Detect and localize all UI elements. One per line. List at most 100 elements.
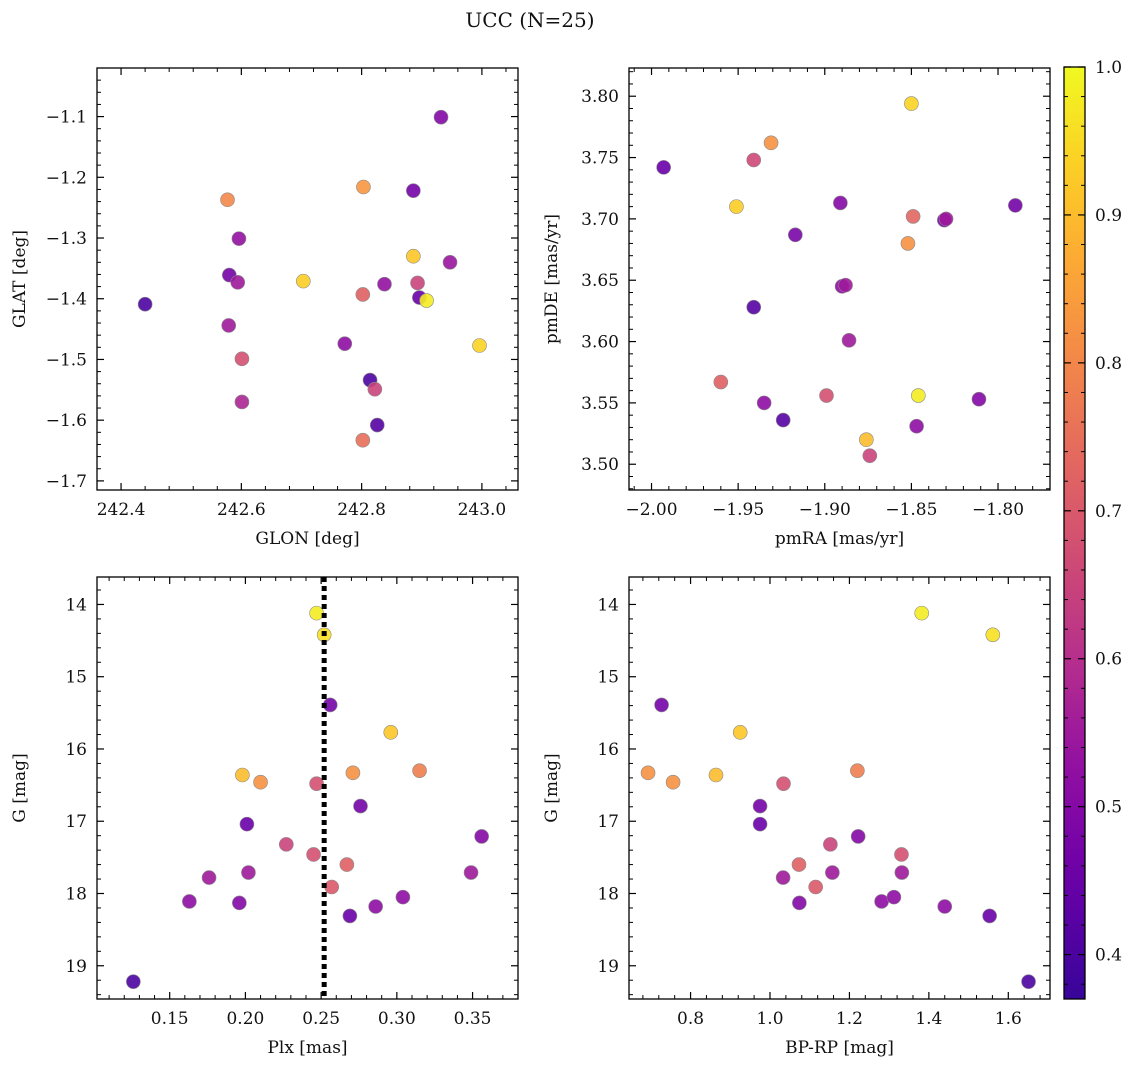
x-tick-label: 1.0	[756, 1009, 783, 1029]
x-tick-label: 0.15	[151, 1009, 189, 1029]
y-tick-label: −1.2	[46, 168, 87, 188]
data-point	[472, 338, 487, 353]
y-tick-label: 16	[597, 740, 619, 760]
y-tick-label: 16	[65, 740, 87, 760]
data-point	[775, 412, 791, 428]
data-point	[886, 889, 902, 905]
x-tick-label: 1.6	[995, 1009, 1022, 1029]
data-point	[862, 448, 878, 463]
data-point	[859, 432, 874, 448]
y-tick-label: 15	[597, 668, 619, 688]
data-point	[911, 388, 926, 403]
data-point	[337, 336, 353, 351]
data-point	[278, 837, 294, 852]
data-point	[752, 816, 768, 832]
data-point	[306, 847, 321, 862]
x-tick-label: 243.0	[458, 500, 507, 520]
y-tick-label: 18	[597, 885, 619, 905]
x-tick-label: 1.2	[836, 1009, 863, 1029]
data-point	[841, 333, 857, 348]
y-axis-label: pmDE [mas/yr]	[542, 214, 562, 344]
data-point	[230, 275, 246, 290]
data-point	[819, 388, 834, 403]
data-point	[342, 908, 358, 924]
data-point	[383, 725, 399, 740]
data-point	[367, 381, 383, 397]
data-point	[182, 894, 197, 909]
axes-frame	[96, 576, 519, 1000]
data-point	[729, 199, 744, 214]
x-tick-label: 1.4	[915, 1009, 942, 1029]
data-point	[419, 293, 434, 308]
x-axis-label: BP-RP [mag]	[785, 1038, 894, 1058]
data-point	[823, 837, 838, 852]
data-point	[406, 248, 421, 264]
data-point	[971, 391, 987, 407]
x-tick-label: 242.8	[337, 500, 386, 520]
x-tick-label: −1.90	[799, 500, 851, 520]
data-point	[825, 865, 840, 880]
y-axis-label: GLAT [deg]	[10, 230, 30, 328]
data-point	[905, 209, 921, 224]
data-point	[1008, 198, 1023, 213]
data-point	[369, 417, 385, 433]
data-point	[220, 192, 235, 208]
data-point	[985, 627, 1001, 643]
data-point	[752, 798, 768, 814]
data-point	[874, 894, 889, 909]
data-point	[808, 879, 823, 895]
x-axis-label: GLON [deg]	[255, 529, 359, 549]
data-point	[463, 865, 479, 880]
data-point	[201, 870, 217, 885]
data-point	[732, 725, 748, 740]
y-tick-label: −1.5	[46, 350, 87, 370]
y-axis-label: G [mag]	[10, 753, 30, 822]
y-tick-label: 3.55	[581, 394, 619, 414]
scatter-points	[126, 605, 489, 989]
data-point	[1021, 974, 1036, 989]
data-point	[756, 395, 772, 411]
y-tick-label: 17	[65, 812, 87, 832]
y-tick-label: 19	[65, 957, 87, 977]
axes-frame	[628, 576, 1051, 1000]
data-point	[914, 605, 930, 621]
x-tick-label: 0.20	[226, 1009, 264, 1029]
data-point	[137, 296, 153, 312]
data-point	[126, 974, 141, 989]
data-point	[665, 774, 681, 790]
data-point	[654, 697, 669, 713]
data-point	[775, 870, 791, 885]
data-point	[937, 899, 953, 914]
ticks	[97, 577, 519, 999]
scatter-points	[656, 96, 1023, 463]
data-point	[324, 879, 340, 895]
data-point	[746, 152, 762, 168]
data-point	[309, 605, 324, 621]
colorbar: 0.4 0.5 0.6 0.7 0.8 0.9 1.0	[1063, 58, 1122, 1000]
panel-proper-motion: −2.00 −1.95 −1.90 −1.85 −1.80 3.50 3.55 3.60 3.6…	[542, 67, 1051, 549]
axes-frame	[628, 67, 1051, 491]
colorbar-tick-label: 0.5	[1095, 798, 1122, 818]
data-point	[221, 318, 237, 333]
x-tick-label: 0.8	[677, 1009, 704, 1029]
y-tick-label: 3.75	[581, 149, 619, 169]
colorbar-tick-label: 0.6	[1095, 650, 1122, 670]
data-point	[309, 776, 324, 791]
axes-frame	[96, 67, 519, 491]
ticks	[97, 67, 518, 490]
data-point	[234, 394, 250, 410]
data-point	[982, 908, 997, 924]
data-point	[231, 231, 247, 246]
data-point	[355, 432, 371, 448]
data-point	[850, 829, 866, 844]
data-point	[763, 135, 779, 151]
panel-position: 242.4 242.6 242.8 243.0 −1.7 −1.6 −1.5 −1.4 −1.3…	[10, 67, 519, 549]
x-axis-label: Plx [mas]	[267, 1038, 347, 1058]
y-tick-label: −1.1	[46, 108, 87, 128]
data-point	[412, 763, 427, 778]
data-point	[708, 767, 724, 783]
data-point	[353, 798, 368, 814]
ticks	[629, 577, 1050, 999]
data-point	[406, 183, 421, 198]
